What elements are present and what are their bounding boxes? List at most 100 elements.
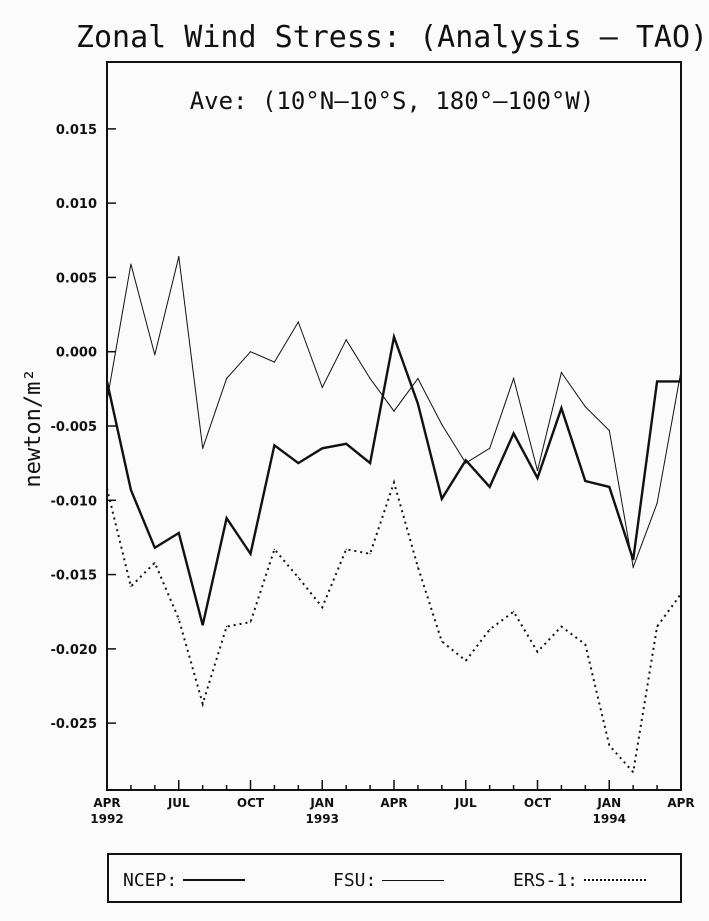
data-point xyxy=(273,444,276,446)
y-tick-label: -0.005 xyxy=(50,420,97,435)
data-point xyxy=(656,380,658,383)
data-point xyxy=(249,351,252,353)
x-tick-label: OCT xyxy=(237,796,265,810)
data-point xyxy=(273,548,276,550)
data-point xyxy=(130,489,132,491)
data-point xyxy=(369,553,371,555)
data-point xyxy=(417,403,419,405)
data-point xyxy=(417,566,419,568)
data-point xyxy=(584,406,586,408)
data-point xyxy=(130,263,132,265)
data-point xyxy=(249,621,252,623)
data-point xyxy=(202,624,204,626)
data-point xyxy=(441,498,443,500)
data-point xyxy=(297,462,299,464)
data-point xyxy=(106,400,108,402)
x-tick-year-label: 1992 xyxy=(90,812,123,826)
data-point xyxy=(608,429,610,432)
data-point xyxy=(393,336,395,338)
legend-label-fsu: FSU: xyxy=(333,869,377,891)
y-tick-label: -0.015 xyxy=(50,569,97,584)
data-point xyxy=(608,744,610,747)
data-point xyxy=(273,361,276,363)
data-point xyxy=(202,703,204,705)
data-point xyxy=(512,377,515,380)
y-tick-label: -0.020 xyxy=(50,643,97,658)
data-point xyxy=(154,354,156,356)
data-point xyxy=(536,477,539,479)
series-line-fsu xyxy=(106,256,682,569)
data-point xyxy=(489,486,491,488)
data-point xyxy=(536,469,539,472)
data-point xyxy=(154,562,156,564)
data-point xyxy=(297,576,299,579)
data-point xyxy=(632,566,634,568)
data-point xyxy=(608,486,610,488)
data-point xyxy=(202,447,204,449)
legend-label-ers1: ERS-1: xyxy=(513,869,579,891)
x-tick-label: JAN xyxy=(309,796,334,810)
data-point xyxy=(106,487,108,489)
legend-swatch-ncep xyxy=(183,879,246,881)
data-point xyxy=(130,585,132,588)
data-point xyxy=(178,256,180,258)
data-point xyxy=(584,480,586,482)
data-point xyxy=(369,462,371,464)
data-point xyxy=(178,532,180,534)
x-tick-year-label: 1994 xyxy=(593,812,626,826)
data-point xyxy=(441,640,443,643)
y-tick-label: 0.015 xyxy=(56,123,97,138)
legend: NCEP: FSU: ERS-1: xyxy=(107,853,682,903)
x-tick-label: JUL xyxy=(167,796,190,810)
data-point xyxy=(321,447,323,449)
data-point xyxy=(560,371,563,374)
data-point xyxy=(512,432,515,435)
x-tick-label: JAN xyxy=(596,796,621,810)
chart-subtitle: Ave: (10°N–10°S, 180°–100°W) xyxy=(190,87,595,115)
data-point xyxy=(632,559,634,561)
y-tick-label: -0.025 xyxy=(50,717,97,732)
data-point xyxy=(321,606,323,608)
legend-swatch-fsu xyxy=(382,879,445,881)
data-point xyxy=(680,370,682,372)
data-point xyxy=(321,386,323,388)
x-tick-label: OCT xyxy=(524,796,552,810)
data-point xyxy=(225,625,228,628)
x-tick-label: APR xyxy=(380,796,407,810)
data-point xyxy=(178,618,180,620)
data-point xyxy=(465,660,467,662)
data-point xyxy=(656,502,658,504)
x-tick-label: JUL xyxy=(454,796,477,810)
legend-item-fsu: FSU: xyxy=(333,869,445,891)
data-point xyxy=(393,481,395,484)
data-point xyxy=(584,643,586,646)
legend-label-ncep: NCEP: xyxy=(123,869,178,891)
data-point xyxy=(345,548,347,550)
data-point xyxy=(106,380,108,383)
data-point xyxy=(656,625,658,628)
data-point xyxy=(225,377,228,380)
data-point xyxy=(441,423,443,426)
data-point xyxy=(393,410,395,412)
legend-item-ncep: NCEP: xyxy=(123,869,246,891)
data-point xyxy=(297,321,299,323)
data-point xyxy=(345,339,347,341)
data-point xyxy=(225,517,228,519)
data-point xyxy=(632,771,634,773)
data-point xyxy=(369,377,371,380)
y-tick-label: -0.010 xyxy=(50,494,97,509)
x-tick-label: APR xyxy=(667,796,694,810)
data-point xyxy=(560,625,563,628)
y-tick-label: 0.005 xyxy=(56,271,97,286)
chart-title: Zonal Wind Stress: (Analysis – TAO) xyxy=(76,20,708,55)
data-point xyxy=(465,459,467,461)
y-tick-label: 0.000 xyxy=(56,346,97,361)
data-point xyxy=(417,377,419,380)
data-point xyxy=(680,380,682,383)
data-point xyxy=(680,593,682,595)
legend-swatch-ers1 xyxy=(584,879,647,881)
data-point xyxy=(465,462,467,464)
data-point xyxy=(560,407,563,409)
data-point xyxy=(345,443,347,445)
